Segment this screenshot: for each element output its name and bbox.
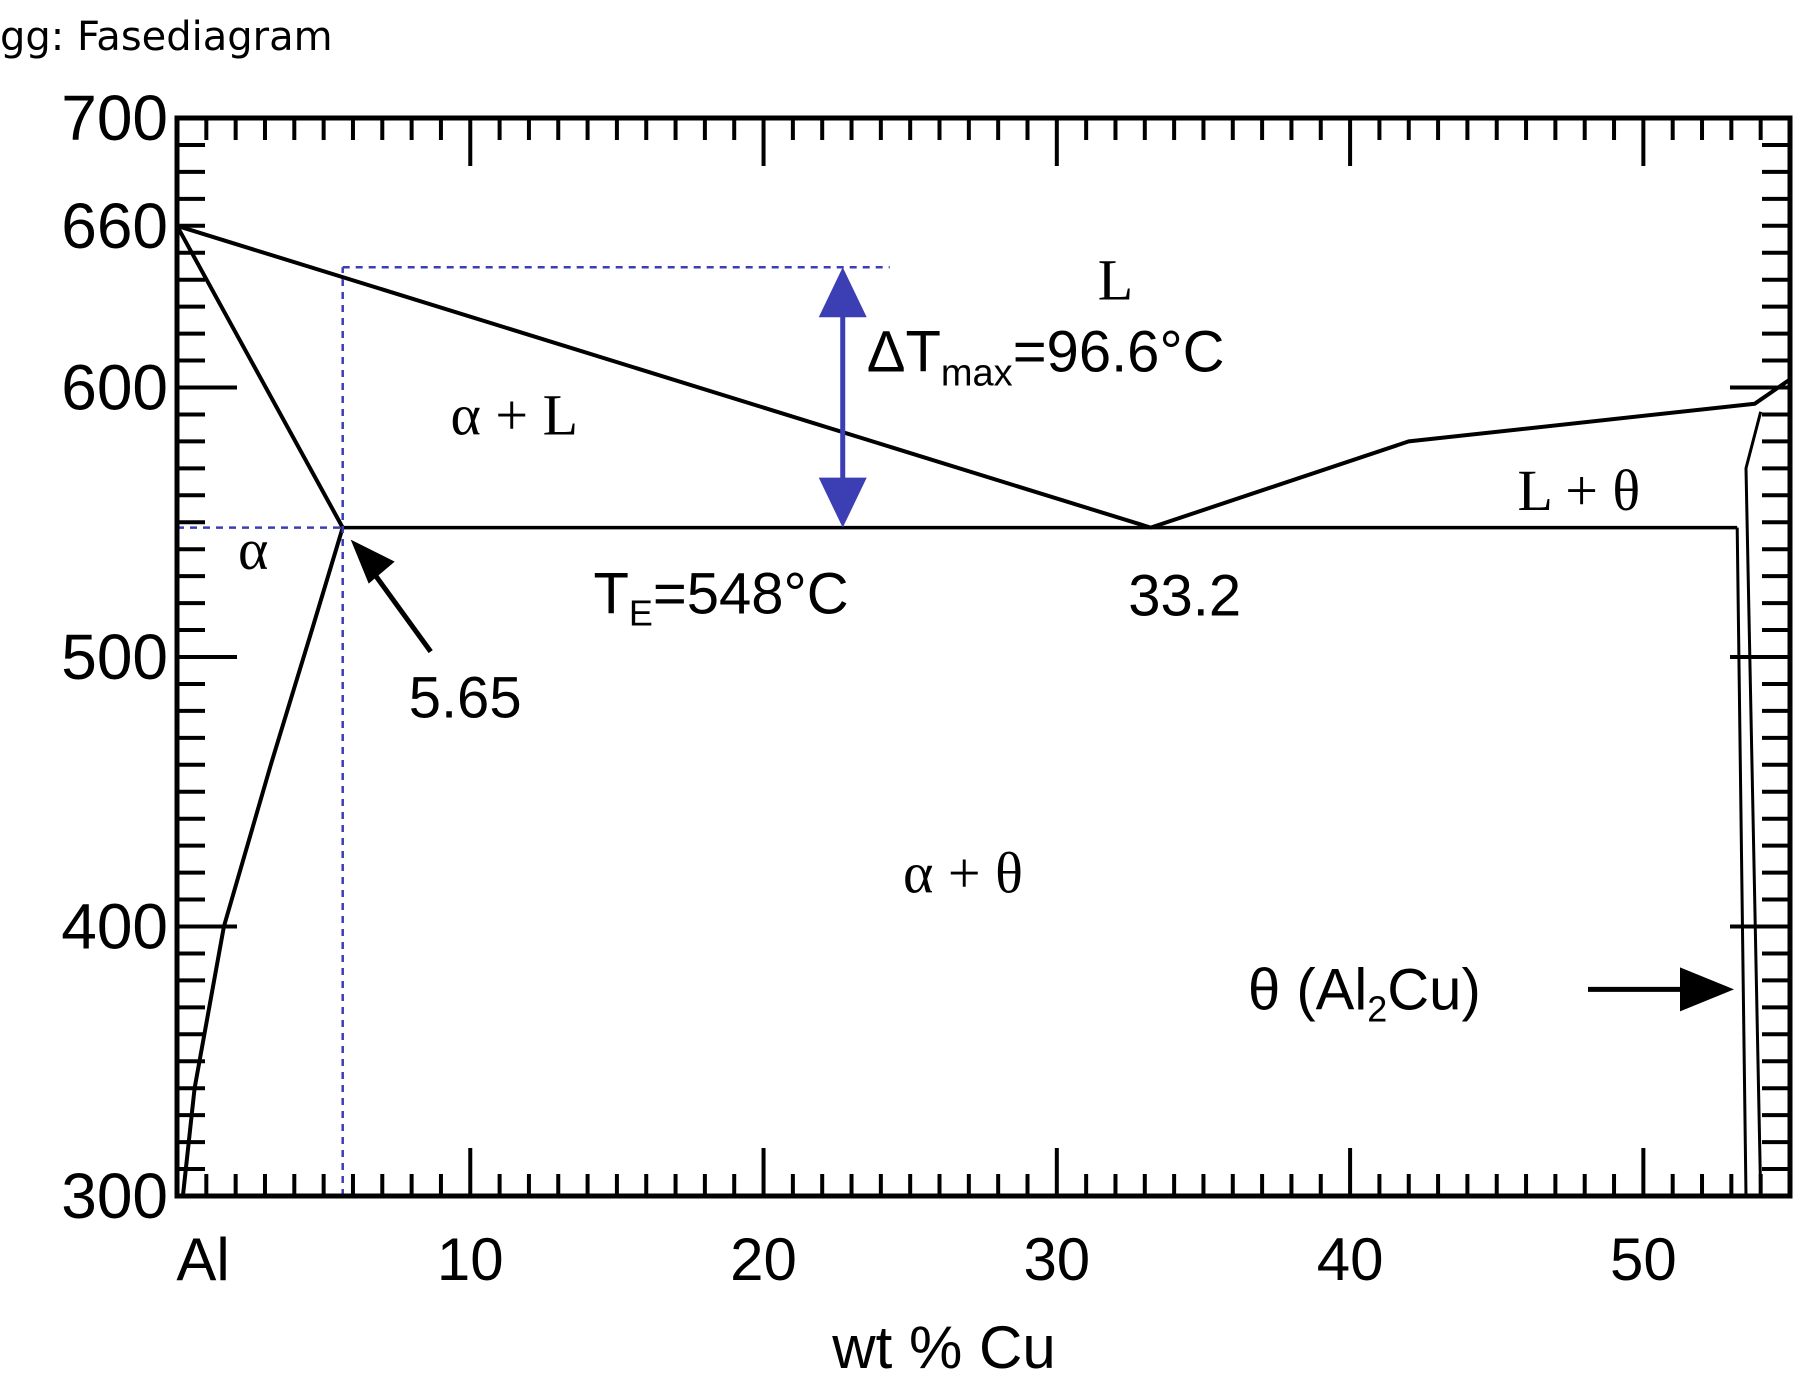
x-tick-label: 20 — [730, 1226, 797, 1293]
liquidus-right-line — [1150, 377, 1792, 530]
eutectic-temperature-label: TE=548°C — [593, 562, 848, 634]
x-tick-label: 40 — [1317, 1226, 1384, 1293]
composition-5-65-label: 5.65 — [409, 666, 522, 731]
eutectic-composition-label: 33.2 — [1128, 564, 1241, 629]
y-tick-label: 600 — [61, 352, 168, 424]
region-labels: Lα + L α L + θ α + θ — [238, 248, 1640, 906]
y-tick-label: 700 — [61, 82, 168, 154]
region-label: α + θ — [903, 841, 1023, 906]
y-tick-label: 300 — [61, 1160, 168, 1232]
delta-t-max-label: ΔTmax=96.6°C — [867, 319, 1225, 394]
minor-tick-marks — [175, 116, 1792, 1198]
x-tick-label: 30 — [1023, 1226, 1090, 1293]
x-tick-label: Al — [176, 1226, 229, 1293]
tick-labels: Al 10 20 30 40 50 300 400 500 600 660 700 — [61, 82, 1677, 1293]
region-label: L — [1098, 248, 1133, 313]
liquidus-left-line — [176, 223, 1152, 530]
theta-left-line — [1735, 527, 1748, 1197]
composition-arrow-head — [350, 539, 395, 584]
x-axis-title: wt % Cu — [831, 1314, 1055, 1376]
region-label: L + θ — [1517, 458, 1640, 523]
phase-boundaries — [175, 223, 1792, 1197]
theta-arrow-head — [1680, 967, 1734, 1012]
region-label: α + L — [450, 382, 578, 447]
guide-lines — [177, 266, 890, 1196]
theta-phase-label: θ (Al2Cu) — [1248, 957, 1481, 1029]
annotations: 5.65 33.2 TE=548°C ΔTmax=96.6°C θ (Al2Cu) — [350, 319, 1734, 1029]
composition-arrow-shaft — [370, 570, 433, 654]
y-tick-label: 660 — [61, 190, 168, 262]
alpha-solvus-line — [180, 527, 345, 1197]
page-title: gg: Fasediagram — [0, 14, 333, 60]
y-tick-label: 400 — [61, 891, 168, 963]
delta-t-arrow-head-bottom — [818, 477, 867, 528]
plot-frame — [174, 115, 1793, 1199]
theta-right-line — [1744, 411, 1763, 1197]
x-tick-label: 50 — [1610, 1226, 1677, 1293]
alpha-solidus-line — [175, 224, 345, 529]
x-tick-label: 10 — [437, 1226, 504, 1293]
delta-t-arrow-head-top — [818, 267, 867, 318]
region-label: α — [238, 517, 268, 582]
y-tick-label: 500 — [61, 621, 168, 693]
